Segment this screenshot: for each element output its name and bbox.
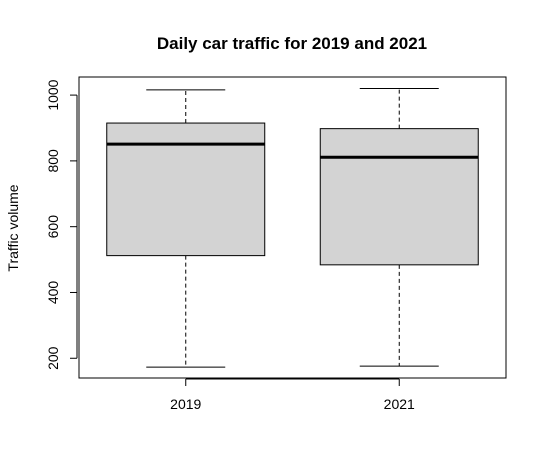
box-2021 xyxy=(319,128,479,266)
y-tick-label-200: 200 xyxy=(45,346,61,370)
x-tick-label-2019: 2019 xyxy=(170,396,201,412)
plot-frame xyxy=(78,76,507,379)
y-axis-label: Traffic volume xyxy=(5,184,21,271)
y-tick-label-1000: 1000 xyxy=(45,79,61,110)
boxes xyxy=(106,88,479,368)
x-tick-label-2021: 2021 xyxy=(384,396,415,412)
y-axis: 200 400 600 800 1000 xyxy=(45,79,78,370)
y-tick-label-800: 800 xyxy=(45,149,61,173)
x-axis: 2019 2021 xyxy=(170,378,415,412)
chart-title: Daily car traffic for 2019 and 2021 xyxy=(157,34,427,53)
y-tick-label-400: 400 xyxy=(45,281,61,305)
y-tick-label-600: 600 xyxy=(45,215,61,239)
